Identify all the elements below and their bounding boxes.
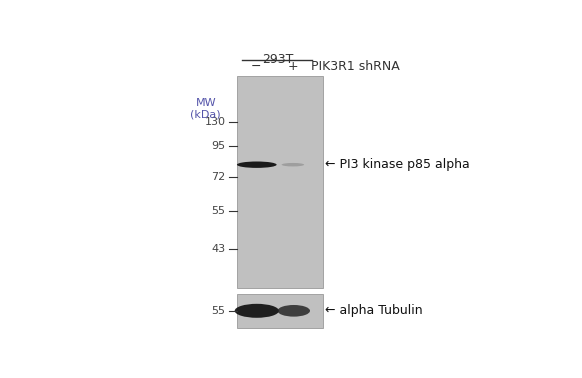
Text: +: + [288, 60, 298, 73]
Text: 72: 72 [211, 172, 226, 182]
Text: PIK3R1 shRNA: PIK3R1 shRNA [311, 60, 400, 73]
Ellipse shape [278, 305, 310, 317]
Text: MW
(kDa): MW (kDa) [190, 98, 221, 119]
Bar [237, 294, 323, 328]
Ellipse shape [237, 161, 276, 168]
Text: 95: 95 [211, 141, 226, 151]
Text: 55: 55 [212, 206, 226, 216]
Text: 130: 130 [205, 118, 226, 127]
Text: −: − [251, 60, 261, 73]
Text: ← PI3 kinase p85 alpha: ← PI3 kinase p85 alpha [325, 158, 470, 171]
Text: 293T: 293T [262, 53, 294, 66]
Text: 55: 55 [212, 306, 226, 316]
Bar [237, 76, 323, 288]
Text: ← alpha Tubulin: ← alpha Tubulin [325, 304, 423, 317]
Ellipse shape [235, 304, 279, 318]
Text: 43: 43 [211, 243, 226, 254]
Ellipse shape [282, 163, 304, 166]
